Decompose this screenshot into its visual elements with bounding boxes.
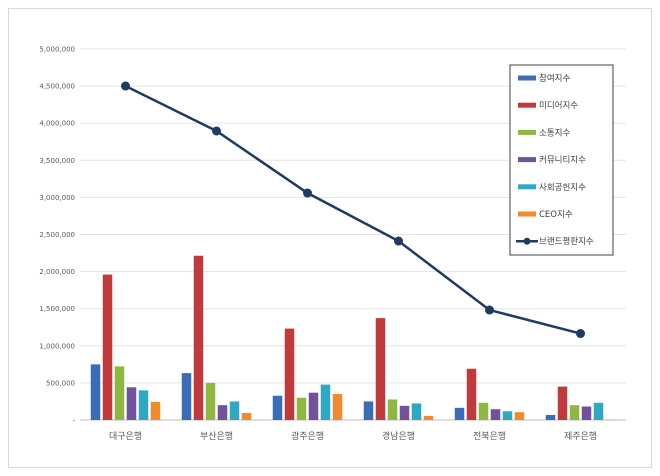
y-tick-label: 3,000,000	[39, 194, 75, 202]
x-tick-label: 광주은행	[291, 430, 324, 442]
x-tick-label: 대구은행	[109, 430, 142, 442]
bar-1-1	[90, 364, 101, 420]
legend-label: 소통지수	[539, 128, 570, 138]
y-tick-label: 4,500,000	[39, 83, 75, 91]
y-tick-label: 1,000,000	[39, 342, 75, 350]
legend-label: 참여지수	[539, 73, 570, 84]
line-point	[303, 188, 312, 198]
legend-swatch	[518, 157, 536, 163]
y-tick-label: 2,500,000	[39, 231, 75, 239]
bar-1-3	[272, 395, 283, 420]
bar-3-5	[478, 402, 489, 420]
legend-swatch	[518, 211, 536, 217]
legend-swatch	[518, 102, 536, 108]
x-tick-label: 제주은행	[564, 430, 597, 442]
bar-6-6	[605, 419, 616, 421]
bar-4-1	[126, 387, 137, 420]
bar-5-5	[502, 411, 513, 420]
y-tick-label: 3,500,000	[39, 157, 75, 165]
legend-marker	[523, 237, 531, 245]
bar-4-6	[581, 406, 592, 420]
bar-6-1	[150, 401, 161, 420]
legend-label: 사회공헌지수	[539, 183, 586, 193]
bar-5-6	[593, 402, 604, 420]
legend-swatch	[518, 75, 536, 81]
y-tick-label: 1,500,000	[39, 305, 75, 313]
bar-5-2	[229, 401, 240, 420]
y-tick-label: -	[72, 417, 75, 425]
bar-2-2	[193, 255, 204, 420]
bar-2-5	[466, 368, 477, 420]
bar-4-4	[399, 405, 410, 420]
bar-5-1	[138, 390, 149, 420]
bar-1-2	[181, 373, 192, 420]
bar-4-3	[308, 392, 319, 420]
x-tick-label: 경남은행	[382, 430, 415, 442]
legend-label: 미디어지수	[539, 100, 578, 111]
y-tick-label: 2,000,000	[39, 268, 75, 276]
bar-5-3	[320, 384, 331, 420]
legend-swatch	[518, 184, 536, 190]
bar-4-2	[217, 405, 228, 420]
line-point	[212, 126, 221, 136]
line-point	[576, 329, 585, 339]
line-point	[485, 305, 494, 315]
bar-2-1	[102, 274, 113, 420]
bar-2-4	[375, 318, 386, 420]
bar-1-4	[363, 401, 374, 420]
bar-6-3	[332, 394, 343, 420]
bar-3-6	[569, 405, 580, 420]
bar-3-3	[296, 397, 307, 420]
bar-3-4	[387, 399, 398, 420]
bar-1-6	[545, 414, 556, 420]
x-tick-label: 전북은행	[473, 430, 506, 442]
bar-6-2	[241, 412, 252, 420]
legend-swatch	[518, 129, 536, 135]
bar-4-5	[490, 409, 501, 420]
line-series	[124, 84, 581, 335]
line-point	[121, 81, 130, 91]
bar-1-5	[454, 407, 465, 420]
bar-5-4	[411, 403, 422, 420]
bar-2-3	[284, 328, 295, 420]
x-tick-label: 부산은행	[200, 430, 233, 442]
legend-label: 커뮤니티지수	[539, 155, 586, 166]
bar-3-2	[205, 382, 216, 420]
bar-6-4	[423, 415, 434, 420]
bar-3-1	[114, 366, 125, 420]
y-tick-label: 5,000,000	[39, 46, 75, 54]
line-point	[394, 236, 403, 246]
y-tick-label: 500,000	[46, 379, 75, 387]
y-tick-label: 4,000,000	[39, 120, 75, 128]
legend-label: 브랜드평판지수	[539, 236, 594, 247]
bar-2-6	[557, 386, 568, 420]
bar-6-5	[514, 412, 525, 420]
legend-label: CEO지수	[539, 210, 573, 220]
